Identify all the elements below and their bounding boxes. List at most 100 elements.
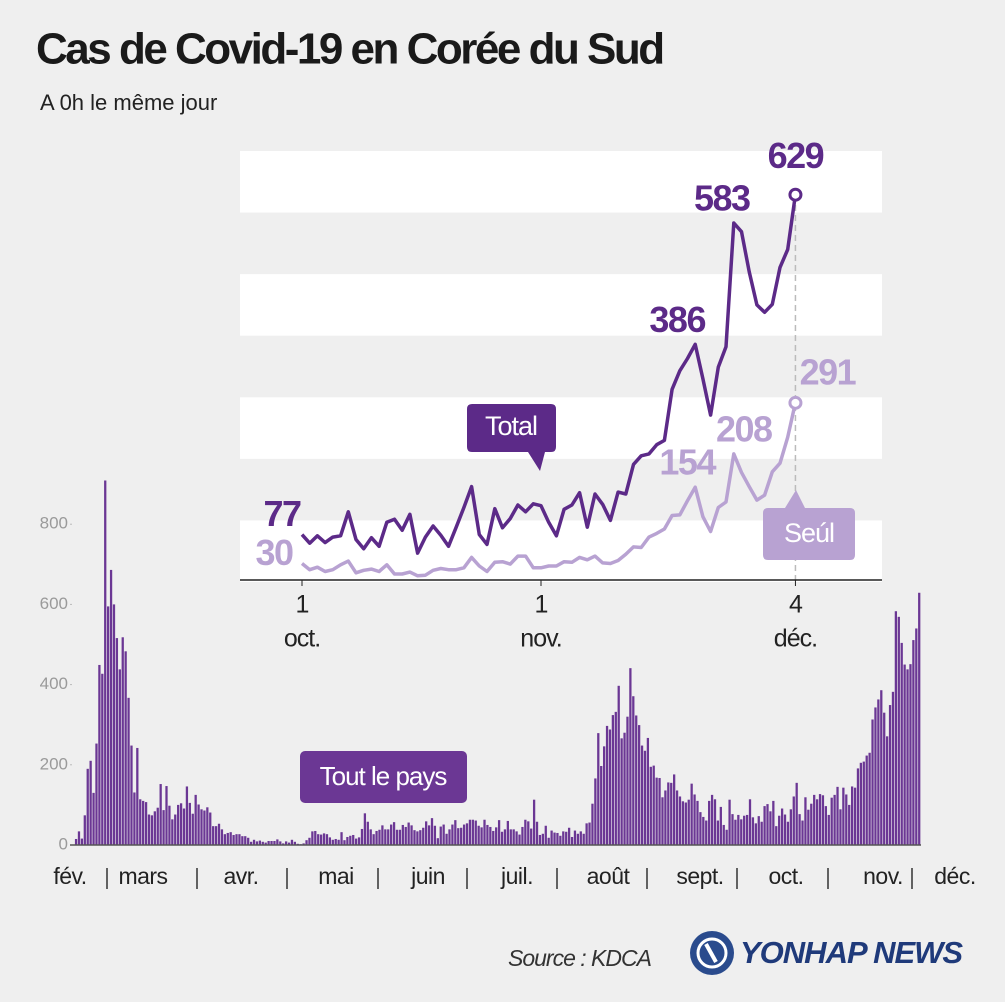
bar <box>378 829 381 845</box>
bar <box>387 829 390 845</box>
bar <box>480 827 483 845</box>
bar <box>451 824 454 845</box>
bar <box>404 826 407 845</box>
bar <box>308 837 311 845</box>
bar <box>80 838 84 845</box>
bar <box>515 831 518 845</box>
series-line <box>300 402 798 578</box>
bar <box>92 792 95 845</box>
bar <box>331 839 334 845</box>
bar <box>909 664 912 845</box>
bar <box>582 833 585 845</box>
callout-label: Total <box>485 411 537 441</box>
bar <box>267 840 270 845</box>
bar <box>853 787 857 845</box>
bar <box>101 673 104 845</box>
bar <box>319 834 323 845</box>
month-label: déc. <box>934 863 975 889</box>
bar <box>322 833 326 845</box>
month-label: août <box>587 863 631 889</box>
data-label: 291 <box>800 351 857 392</box>
bar <box>883 712 886 845</box>
bar <box>229 832 232 845</box>
bar <box>877 699 880 845</box>
bar <box>874 707 877 845</box>
bar <box>702 816 705 845</box>
bar <box>597 733 600 845</box>
bar <box>375 830 378 845</box>
bar <box>153 811 156 845</box>
bar <box>530 828 533 845</box>
bar <box>553 832 556 845</box>
month-label: mai <box>318 863 354 889</box>
bar <box>363 813 367 845</box>
bar <box>179 803 183 845</box>
bar <box>500 831 504 845</box>
bar <box>719 806 722 845</box>
bar <box>279 841 282 845</box>
bar <box>780 808 784 845</box>
bar <box>200 809 203 845</box>
bar <box>238 834 241 845</box>
bar <box>562 831 565 845</box>
bar <box>518 834 521 845</box>
bar <box>448 829 451 845</box>
bar <box>591 803 594 845</box>
bar <box>821 795 825 845</box>
bar <box>661 797 664 845</box>
bar <box>174 814 177 845</box>
end-point <box>788 187 803 202</box>
bar <box>506 820 509 845</box>
bar <box>276 839 279 845</box>
bar <box>775 826 778 845</box>
bar <box>130 745 133 845</box>
bar <box>658 778 661 845</box>
bar <box>206 807 209 845</box>
bar <box>716 820 720 845</box>
bar <box>748 799 752 845</box>
bar <box>454 820 457 845</box>
bar <box>83 815 86 845</box>
bar <box>521 826 524 845</box>
bar <box>705 820 708 845</box>
month-label: avr. <box>223 863 258 889</box>
bar <box>559 835 562 845</box>
bar <box>897 616 900 845</box>
bar <box>223 834 226 845</box>
bar <box>565 831 568 845</box>
bar <box>795 782 798 845</box>
bar <box>792 796 795 845</box>
bar <box>287 842 291 845</box>
bar <box>894 611 898 845</box>
bar <box>474 820 477 845</box>
bar <box>159 784 162 845</box>
bar <box>282 843 285 845</box>
bar <box>430 818 434 845</box>
bar <box>789 809 792 845</box>
bar <box>209 812 212 845</box>
bar <box>346 836 349 845</box>
legend-label: Tout le pays <box>320 761 448 791</box>
source: Source : KDCA <box>508 945 652 971</box>
bar <box>460 827 463 845</box>
bar <box>602 746 606 845</box>
bar <box>918 592 921 845</box>
bar <box>124 651 127 845</box>
bar <box>850 786 854 845</box>
bar <box>699 812 702 845</box>
bar <box>635 715 638 845</box>
bar <box>824 806 827 845</box>
bar <box>547 837 550 845</box>
bar <box>352 834 355 845</box>
bar <box>220 829 224 845</box>
bar <box>678 796 682 845</box>
bar <box>127 697 130 845</box>
bar <box>830 797 833 845</box>
bar <box>413 830 416 845</box>
bar <box>839 809 842 845</box>
month-label: oct. <box>768 863 803 889</box>
bar <box>226 832 229 845</box>
bar <box>810 803 813 845</box>
bar <box>252 839 256 845</box>
